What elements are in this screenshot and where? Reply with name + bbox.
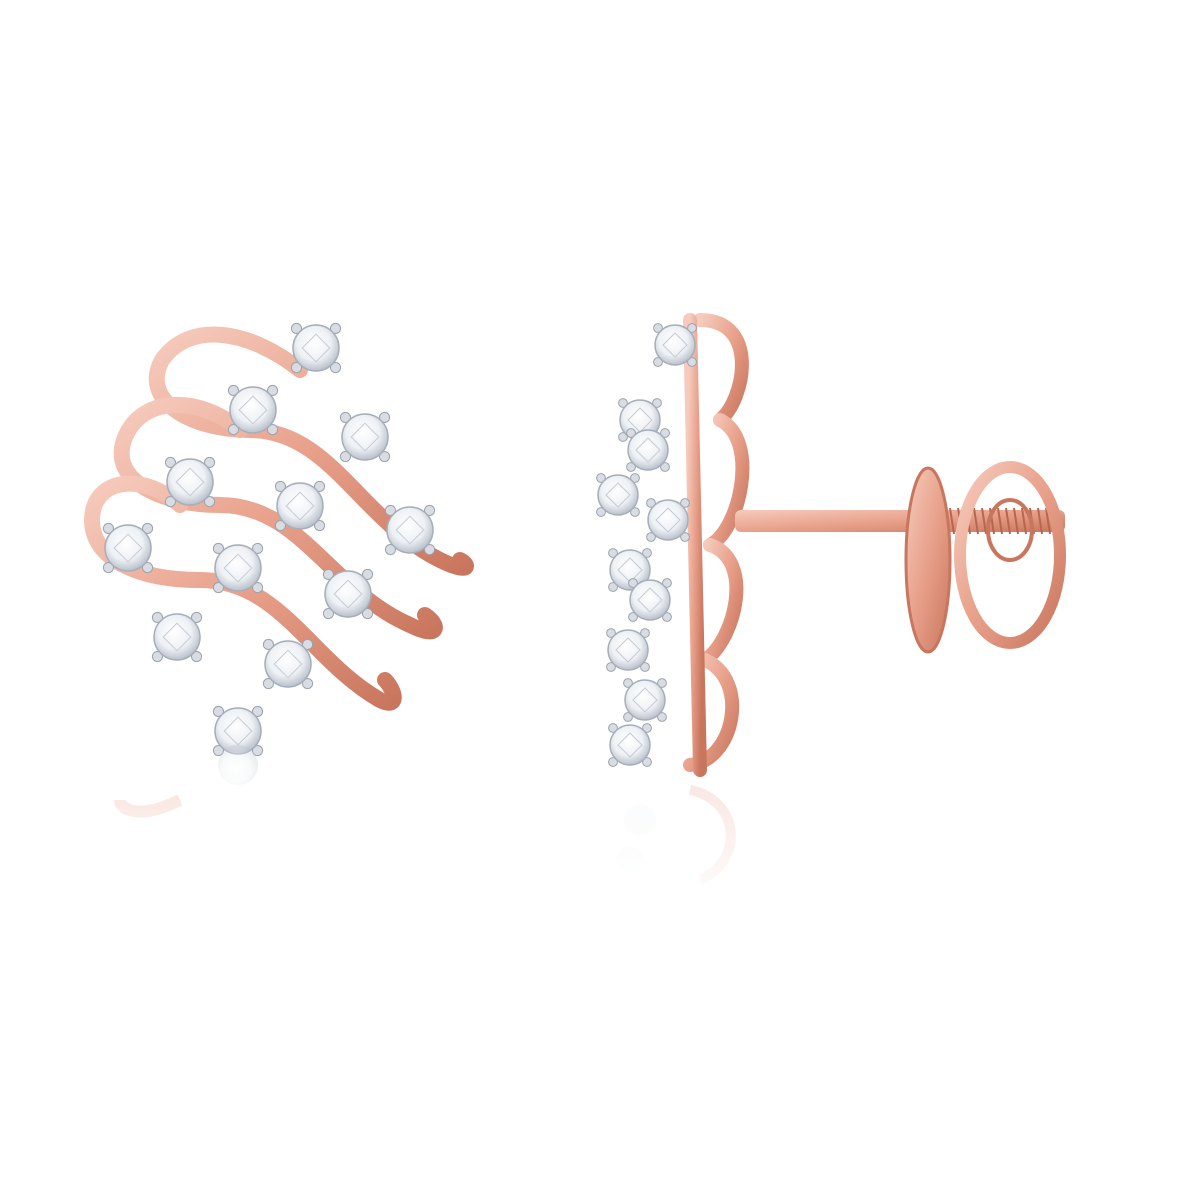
- thread-line: [1045, 507, 1051, 535]
- side-diamond-3: [626, 428, 670, 472]
- band-bottom: [83, 475, 402, 711]
- side-diamond-4: [596, 473, 640, 517]
- thread-line: [1013, 507, 1019, 535]
- side-diamond-1: [653, 323, 697, 367]
- thread-line: [973, 507, 979, 535]
- thread-line: [997, 507, 1003, 535]
- side-diamond-column: [596, 323, 697, 767]
- diamond-2: [227, 384, 279, 436]
- side-rose-gold-frame: [683, 313, 750, 777]
- diamond-9: [322, 568, 374, 620]
- side-diamond-10: [608, 723, 652, 767]
- diamond-1: [290, 322, 342, 374]
- diamond-11: [262, 638, 314, 690]
- diamond-8: [212, 542, 264, 594]
- diamond-grid: [102, 322, 436, 757]
- thread-line: [1037, 507, 1043, 535]
- thread-line: [1021, 507, 1027, 535]
- diamond-4: [164, 456, 216, 508]
- diamond-3: [339, 411, 391, 463]
- side-diamond-7: [628, 578, 672, 622]
- screw-back-disc: [904, 466, 952, 654]
- diamond-12: [212, 705, 264, 757]
- band-middle: [113, 396, 443, 640]
- screw-back-loop: [954, 461, 1066, 649]
- diamond-5: [274, 480, 326, 532]
- thread-line: [981, 507, 987, 535]
- side-diamond-5: [646, 498, 690, 542]
- earring-front-view: [83, 322, 474, 757]
- thread-line: [949, 507, 955, 535]
- side-diamond-8: [606, 628, 650, 672]
- side-diamond-9: [623, 678, 667, 722]
- earring-side-view: [596, 313, 1066, 777]
- thread-line: [1005, 507, 1011, 535]
- diamond-7: [102, 522, 154, 574]
- diamond-10: [151, 611, 203, 663]
- diamond-6: [384, 504, 436, 556]
